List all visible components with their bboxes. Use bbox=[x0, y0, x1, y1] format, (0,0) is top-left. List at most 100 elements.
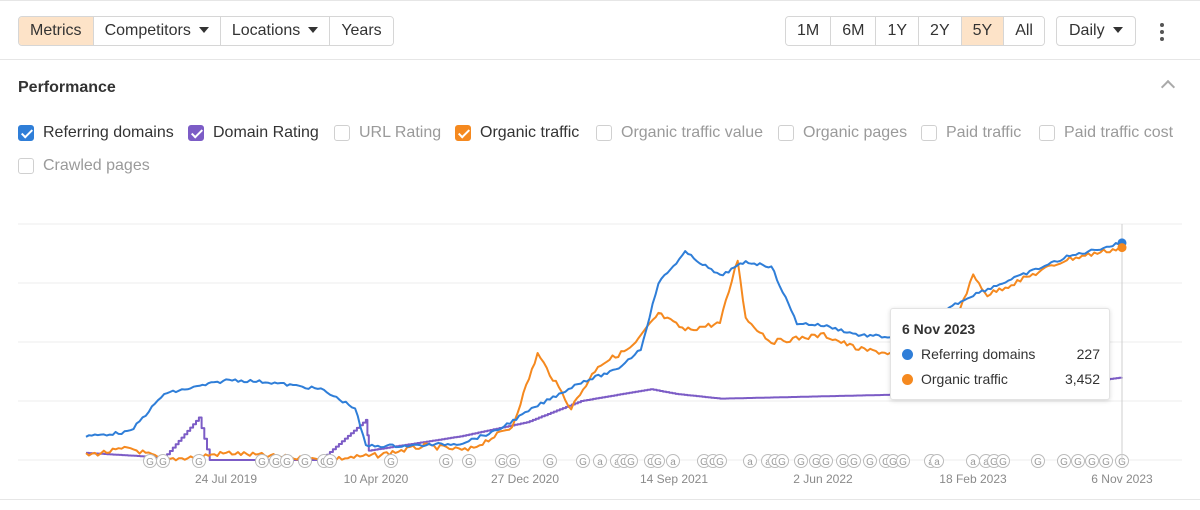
range-button-2y[interactable]: 2Y bbox=[919, 17, 962, 45]
svg-text:G: G bbox=[579, 457, 587, 468]
svg-text:G: G bbox=[654, 457, 662, 468]
annotation-marker: a bbox=[930, 454, 944, 468]
series-dot-icon bbox=[902, 348, 913, 360]
svg-text:G: G bbox=[546, 457, 554, 468]
annotation-marker: G bbox=[576, 454, 590, 468]
x-axis-labels: 24 Jul 2019 10 Apr 2020 27 Dec 2020 14 Sep … bbox=[195, 472, 1153, 486]
hover-cursor bbox=[1117, 224, 1127, 462]
tooltip-value: 3,452 bbox=[1064, 371, 1100, 387]
annotation-marker: G bbox=[863, 454, 877, 468]
annotation-marker: G bbox=[809, 454, 823, 468]
svg-text:G: G bbox=[999, 457, 1007, 468]
range-button-5y[interactable]: 5Y bbox=[961, 17, 1005, 45]
checkbox-empty-icon bbox=[778, 125, 794, 141]
toolbar-button-years[interactable]: Years bbox=[330, 17, 393, 45]
checkbox-empty-icon bbox=[921, 125, 937, 141]
annotation-marker: G bbox=[624, 454, 638, 468]
annotation-marker: G bbox=[996, 454, 1010, 468]
svg-text:G: G bbox=[990, 457, 998, 468]
annotation-marker: G bbox=[847, 454, 861, 468]
metric-checkbox-organic-traffic[interactable]: Organic traffic bbox=[455, 123, 579, 143]
point-organic-traffic bbox=[1117, 243, 1127, 253]
tooltip-row-referring-domains: Referring domains 227 bbox=[902, 346, 1100, 364]
range-button-1y[interactable]: 1Y bbox=[876, 17, 920, 45]
annotation-marker: G bbox=[543, 454, 557, 468]
granularity-dropdown[interactable]: Daily bbox=[1056, 16, 1136, 46]
checkbox-empty-icon bbox=[334, 125, 350, 141]
svg-text:G: G bbox=[159, 457, 167, 468]
metric-checkbox-referring-domains[interactable]: Referring domains bbox=[18, 123, 174, 143]
annotation-marker: a bbox=[666, 454, 680, 468]
annotation-marker: G bbox=[794, 454, 808, 468]
svg-text:G: G bbox=[889, 457, 897, 468]
svg-text:G: G bbox=[1088, 457, 1096, 468]
annotation-marker: G bbox=[143, 454, 157, 468]
annotation-marker: a bbox=[743, 454, 757, 468]
metric-label: Referring domains bbox=[43, 124, 174, 141]
annotation-marker: G bbox=[713, 454, 727, 468]
svg-text:G: G bbox=[778, 457, 786, 468]
svg-text:G: G bbox=[1102, 457, 1110, 468]
svg-text:a: a bbox=[983, 457, 989, 468]
metric-label: Crawled pages bbox=[43, 157, 150, 174]
svg-text:G: G bbox=[465, 457, 473, 468]
range-button-1m[interactable]: 1M bbox=[786, 17, 832, 45]
metric-checkbox-url-rating[interactable]: URL Rating bbox=[334, 123, 441, 143]
svg-text:G: G bbox=[716, 457, 724, 468]
tooltip-label: Referring domains bbox=[921, 346, 1036, 362]
svg-text:G: G bbox=[1034, 457, 1042, 468]
svg-text:G: G bbox=[627, 457, 635, 468]
metric-label: Paid traffic cost bbox=[1064, 124, 1174, 141]
chevron-up-icon[interactable] bbox=[1160, 79, 1176, 95]
metric-label: URL Rating bbox=[359, 124, 442, 141]
metric-checkbox-domain-rating[interactable]: Domain Rating bbox=[188, 123, 319, 143]
checkbox-checked-icon bbox=[18, 125, 34, 141]
metric-checkbox-organic-pages[interactable]: Organic pages bbox=[778, 123, 907, 143]
chevron-down-icon bbox=[198, 26, 209, 33]
series-dot-icon bbox=[902, 373, 913, 385]
range-button-all[interactable]: All bbox=[1004, 17, 1044, 45]
svg-text:G: G bbox=[258, 457, 266, 468]
annotation-marker: G bbox=[651, 454, 665, 468]
metric-checkbox-paid-traffic[interactable]: Paid traffic bbox=[921, 123, 1021, 143]
tooltip-value: 227 bbox=[1076, 346, 1100, 362]
toolbar-button-locations[interactable]: Locations bbox=[220, 17, 331, 45]
toolbar-button-label: Years bbox=[341, 22, 382, 39]
metric-checkbox-organic-traffic-value[interactable]: Organic traffic value bbox=[596, 123, 763, 143]
svg-text:a: a bbox=[597, 457, 603, 468]
svg-text:G: G bbox=[326, 457, 334, 468]
metric-checkbox-paid-traffic-cost[interactable]: Paid traffic cost bbox=[1039, 123, 1173, 143]
svg-text:a: a bbox=[747, 457, 753, 468]
annotation-marker: G bbox=[819, 454, 833, 468]
granularity-label: Daily bbox=[1069, 22, 1105, 39]
date-range-selector: 1M 6M 1Y 2Y 5Y All bbox=[785, 16, 1045, 46]
metric-label: Organic pages bbox=[803, 124, 908, 141]
annotation-markers: GGGGGGGGGGGGGGGGaaGGGGaGGGaaGGGGGGGGGGGa… bbox=[143, 454, 1129, 468]
range-button-6m[interactable]: 6M bbox=[831, 17, 877, 45]
svg-text:G: G bbox=[1118, 457, 1126, 468]
svg-text:G: G bbox=[850, 457, 858, 468]
svg-text:G: G bbox=[301, 457, 309, 468]
toolbar-button-competitors[interactable]: Competitors bbox=[93, 17, 221, 45]
checkbox-empty-icon bbox=[1039, 125, 1055, 141]
tooltip-row-organic-traffic: Organic traffic 3,452 bbox=[902, 371, 1100, 389]
svg-text:G: G bbox=[442, 457, 450, 468]
chart-tooltip: 6 Nov 2023 Referring domains 227 Organic… bbox=[890, 308, 1110, 400]
annotation-marker: G bbox=[255, 454, 269, 468]
metric-checkbox-crawled-pages[interactable]: Crawled pages bbox=[18, 156, 150, 176]
chevron-down-icon bbox=[1112, 26, 1123, 33]
svg-text:a: a bbox=[934, 457, 940, 468]
svg-text:G: G bbox=[283, 457, 291, 468]
x-tick-label: 10 Apr 2020 bbox=[344, 472, 409, 486]
toolbar-button-metrics[interactable]: Metrics bbox=[19, 17, 94, 45]
svg-text:G: G bbox=[195, 457, 203, 468]
annotation-marker: G bbox=[1071, 454, 1085, 468]
x-tick-label: 2 Jun 2022 bbox=[793, 472, 853, 486]
kebab-menu-icon[interactable] bbox=[1157, 21, 1167, 43]
annotation-marker: G bbox=[506, 454, 520, 468]
annotation-marker: G bbox=[384, 454, 398, 468]
annotation-marker: G bbox=[896, 454, 910, 468]
svg-text:G: G bbox=[146, 457, 154, 468]
checkbox-checked-icon bbox=[188, 125, 204, 141]
tooltip-label: Organic traffic bbox=[921, 371, 1008, 387]
